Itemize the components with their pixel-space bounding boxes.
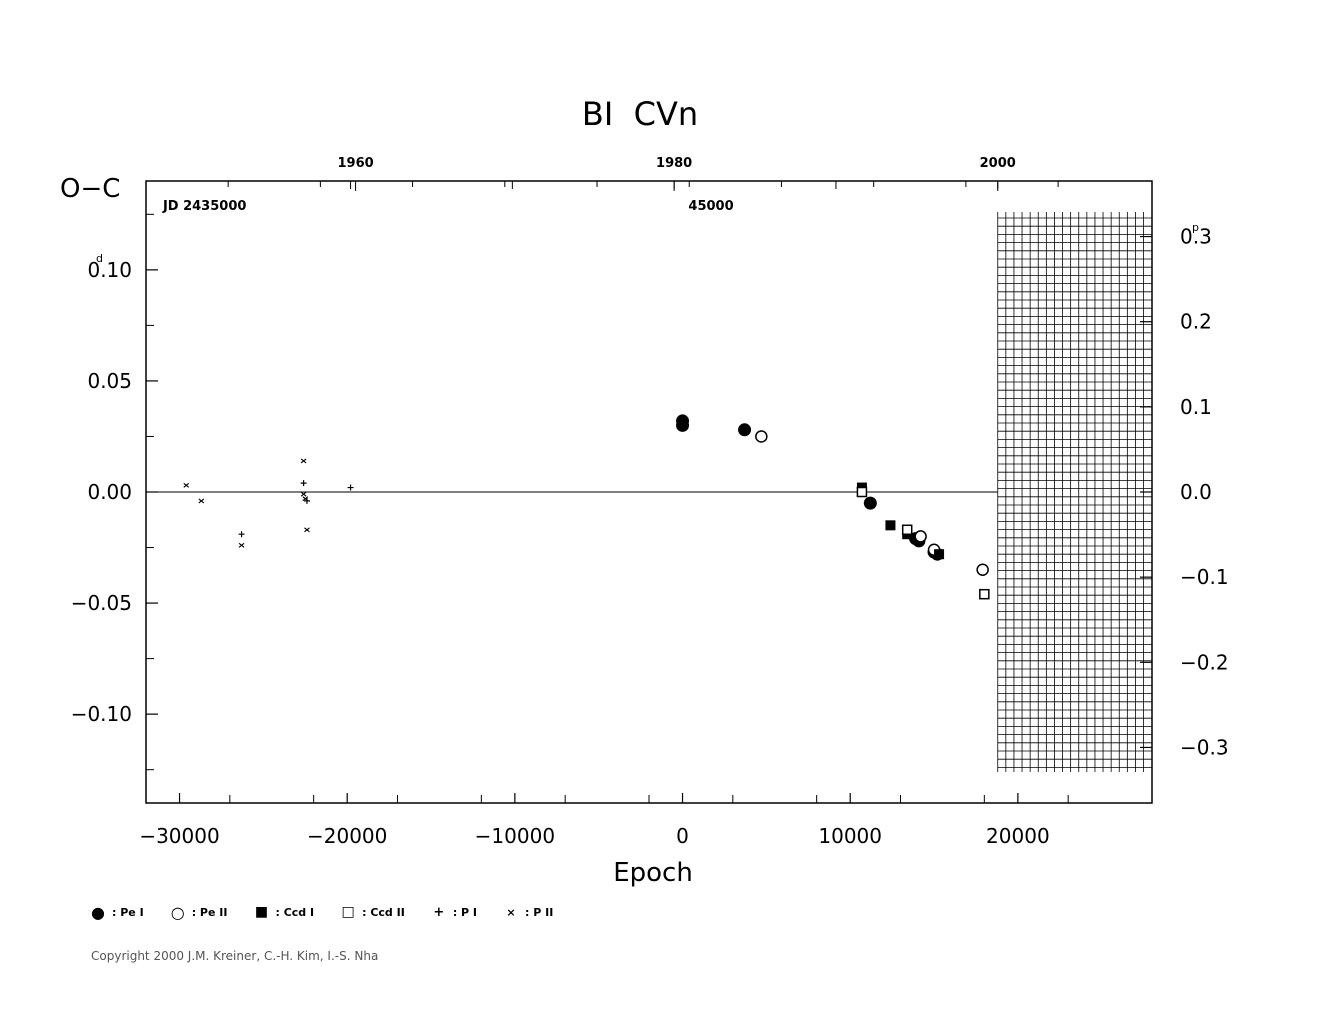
open-circle-icon: ○ [170, 902, 185, 922]
point-pe-ii [755, 430, 768, 443]
legend-label: : P I [452, 905, 478, 919]
copyright-text: Copyright 2000 J.M. Kreiner, C.-H. Kim, … [91, 949, 379, 963]
top-jd-label: JD 2435000 [162, 199, 246, 214]
legend-label: : Pe II [191, 905, 228, 919]
point-p-ii [183, 482, 190, 488]
point-pe-i [738, 423, 752, 437]
right-tick-label: −0.3 [1180, 735, 1229, 759]
legend-item-p-i: + : P I [431, 905, 477, 920]
top-jd-label: 45000 [688, 199, 733, 214]
point-p-ii [302, 496, 309, 502]
right-tick-label: 0.2 [1180, 310, 1212, 334]
y-tick-label: 0.05 [87, 369, 132, 393]
y-tick-label: 0.00 [87, 480, 132, 504]
x-tick-label: 10000 [818, 824, 882, 848]
point-p-ii [238, 542, 245, 548]
legend-item-ccd-i: ■ : Ccd I [253, 904, 314, 920]
point-ccd-ii [979, 588, 990, 600]
point-pe-i [676, 418, 690, 432]
point-p-i [347, 484, 354, 491]
legend-label: : Pe I [112, 905, 144, 919]
point-p-i [238, 531, 245, 538]
filled-circle-icon: ● [91, 902, 105, 922]
x-tick-label: 20000 [986, 824, 1050, 848]
y-axis-label: O−C [60, 174, 120, 204]
point-p-ii [300, 491, 307, 497]
x-tick-label: 0 [676, 824, 689, 848]
legend-label: : P II [525, 905, 554, 919]
point-p-ii [198, 498, 205, 504]
hatch-grid [997, 212, 1152, 772]
filled-square-icon: ■ [254, 904, 269, 920]
point-ccd-i [934, 549, 945, 560]
legend: ● : Pe I ○ : Pe II ■ : Ccd I □ : Ccd II … [90, 902, 579, 922]
y-unit-superscript: d [96, 252, 103, 265]
legend-item-ccd-ii: □ : Ccd II [340, 904, 405, 920]
point-pe-ii [914, 530, 927, 543]
point-ccd-ii [901, 524, 913, 536]
y-tick-label: 0.10 [87, 258, 132, 282]
legend-item-pe-i: ● : Pe I [90, 903, 144, 922]
point-p-i [300, 480, 307, 487]
legend-label: : Ccd II [362, 905, 405, 919]
cross-icon: × [506, 905, 516, 919]
point-p-ii [304, 527, 310, 533]
legend-label: : Ccd I [275, 905, 315, 919]
right-tick-label: −0.1 [1180, 565, 1229, 589]
top-year-label: 1960 [337, 156, 373, 171]
right-tick-label: 0.1 [1180, 395, 1212, 419]
point-ccd-ii [856, 486, 868, 498]
y-tick-label: −0.05 [71, 591, 132, 615]
top-year-label: 1980 [656, 156, 692, 171]
plus-icon: + [433, 904, 445, 920]
x-tick-label: −30000 [139, 824, 219, 848]
x-tick-label: −20000 [307, 824, 387, 848]
point-ccd-i [885, 520, 896, 531]
x-axis-label: Epoch [613, 858, 693, 888]
legend-item-p-ii: × : P II [503, 906, 553, 919]
legend-item-pe-ii: ○ : Pe II [170, 903, 228, 922]
point-p-i [303, 497, 310, 504]
data-points [183, 414, 990, 600]
point-pe-i [863, 496, 877, 510]
right-tick-label: 0.3 [1180, 225, 1212, 249]
chart-title: BI CVn [582, 95, 698, 133]
axes: −30000 −20000 −10000 0 10000 20000 −0.10 −0.05 0… [71, 156, 1229, 848]
y-tick-label: −0.10 [71, 702, 132, 726]
open-square-icon: □ [341, 904, 355, 920]
point-p-ii [300, 458, 307, 464]
right-tick-label: 0.0 [1180, 480, 1212, 504]
x-tick-label: −10000 [475, 824, 555, 848]
top-year-label: 2000 [980, 156, 1016, 171]
right-tick-label: −0.2 [1180, 650, 1229, 674]
right-unit-superscript: p [1192, 221, 1199, 234]
point-pe-ii [976, 563, 989, 576]
